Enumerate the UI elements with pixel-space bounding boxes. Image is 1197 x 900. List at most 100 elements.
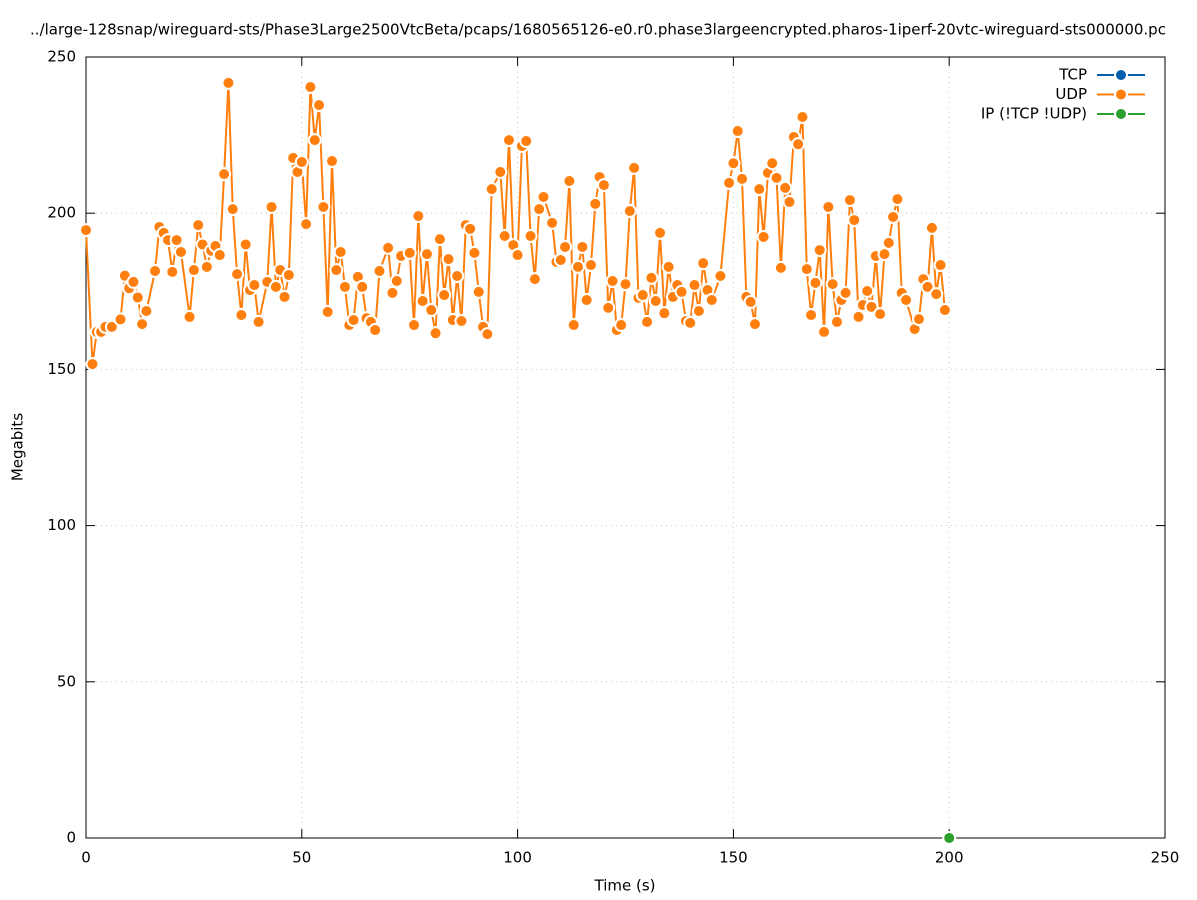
x-tick-label: 200 <box>935 849 964 867</box>
data-point <box>847 213 862 228</box>
data-point <box>838 285 853 300</box>
data-point <box>182 309 197 324</box>
x-tick-label: 50 <box>292 849 311 867</box>
data-point <box>605 273 620 288</box>
data-point <box>225 202 240 217</box>
data-point <box>389 273 404 288</box>
data-point <box>419 247 434 262</box>
data-point <box>268 279 283 294</box>
data-point <box>299 217 314 232</box>
data-point <box>169 233 184 248</box>
data-point <box>808 275 823 290</box>
y-axis-label: Megabits <box>9 413 27 481</box>
data-point <box>942 831 957 845</box>
data-point <box>622 204 637 219</box>
data-point <box>532 202 547 217</box>
data-point <box>627 160 642 175</box>
data-point <box>575 239 590 254</box>
data-point <box>726 156 741 171</box>
data-point <box>614 318 629 333</box>
data-point <box>683 315 698 330</box>
data-point <box>523 229 538 244</box>
data-point <box>791 137 806 152</box>
data-point <box>247 278 262 293</box>
data-point <box>696 256 711 271</box>
legend-marker <box>1114 107 1128 121</box>
data-point <box>648 293 663 308</box>
data-point <box>653 225 668 240</box>
data-point <box>937 303 952 318</box>
data-point <box>497 229 512 244</box>
data-point <box>778 180 793 195</box>
data-point <box>450 268 465 283</box>
data-point <box>536 189 551 204</box>
data-point <box>795 109 810 124</box>
data-point <box>104 319 119 334</box>
data-point <box>277 289 292 304</box>
data-point <box>817 324 832 339</box>
data-point <box>713 268 728 283</box>
data-point <box>873 307 888 322</box>
data-point <box>842 193 857 208</box>
data-point <box>230 267 245 282</box>
data-point <box>264 199 279 214</box>
data-point <box>510 248 525 263</box>
data-point <box>691 303 706 318</box>
data-point <box>579 293 594 308</box>
data-point <box>221 75 236 90</box>
data-point <box>911 312 926 327</box>
y-tick-label: 0 <box>66 829 76 847</box>
data-point <box>519 134 534 149</box>
data-point <box>381 240 396 255</box>
x-tick-label: 100 <box>503 849 532 867</box>
data-point <box>743 294 758 309</box>
data-point <box>545 215 560 230</box>
data-point <box>588 196 603 211</box>
data-point <box>756 229 771 244</box>
data-point <box>234 308 249 323</box>
data-point <box>601 300 616 315</box>
data-point <box>812 243 827 258</box>
data-point <box>924 220 939 235</box>
data-point <box>618 277 633 292</box>
data-point <box>661 259 676 274</box>
data-point <box>493 164 508 179</box>
data-point <box>463 221 478 236</box>
data-point <box>441 252 456 267</box>
data-point <box>411 209 426 224</box>
chart-title: ../large-128snap/wireguard-sts/Phase3Lar… <box>30 21 1166 39</box>
data-point <box>752 182 767 197</box>
data-point <box>316 199 331 214</box>
legend-label: IP (!TCP !UDP) <box>981 105 1087 123</box>
data-point <box>139 303 154 318</box>
data-point <box>191 218 206 233</box>
data-point <box>165 264 180 279</box>
data-point <box>333 244 348 259</box>
data-point <box>424 303 439 318</box>
data-point <box>325 154 340 169</box>
data-point <box>355 279 370 294</box>
data-point <box>825 277 840 292</box>
data-point <box>320 304 335 319</box>
y-tick-label: 150 <box>47 360 76 378</box>
data-point <box>562 174 577 189</box>
x-tick-label: 150 <box>719 849 748 867</box>
data-point <box>657 306 672 321</box>
data-point <box>294 154 309 169</box>
data-point <box>821 199 836 214</box>
data-point <box>467 245 482 260</box>
data-point <box>415 293 430 308</box>
data-point <box>307 133 322 148</box>
data-point <box>674 284 689 299</box>
data-point <box>437 288 452 303</box>
data-point <box>640 314 655 329</box>
y-tick-label: 200 <box>47 204 76 222</box>
data-point <box>113 312 128 327</box>
data-point <box>135 317 150 332</box>
data-point <box>130 290 145 305</box>
data-point <box>571 259 586 274</box>
data-point <box>402 245 417 260</box>
data-point <box>238 237 253 252</box>
data-point <box>407 318 422 333</box>
